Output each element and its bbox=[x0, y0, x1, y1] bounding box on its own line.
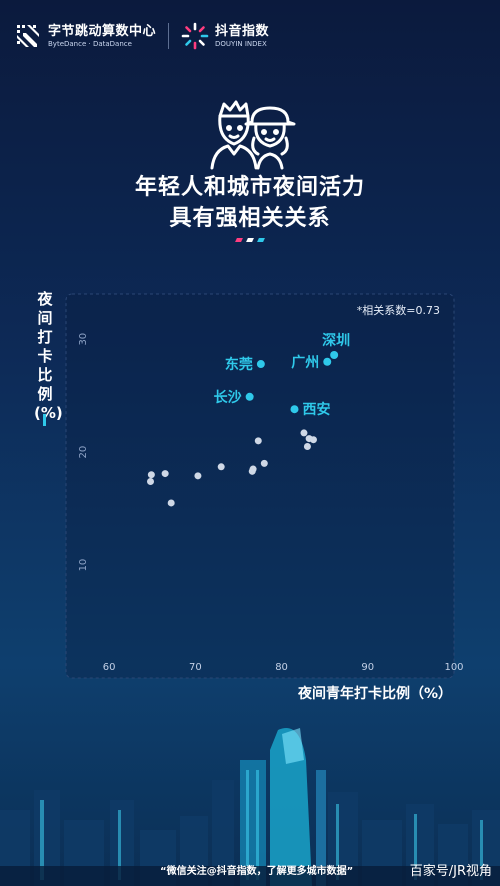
x-tick-label: 70 bbox=[189, 662, 202, 673]
city-label: 深圳 bbox=[322, 332, 350, 349]
city-point bbox=[194, 472, 202, 480]
labeled-city-point bbox=[290, 405, 299, 414]
douyin-index-subtitle: DOUYIN INDEX bbox=[215, 39, 267, 48]
bytedance-subtitle: ByteDance · DataDance bbox=[48, 39, 132, 48]
labeled-city-point bbox=[330, 350, 339, 359]
city-label: 广州 bbox=[291, 354, 319, 371]
city-point bbox=[146, 477, 154, 485]
headline: 年轻人和城市夜间活力 具有强相关关系 bbox=[0, 172, 500, 234]
city-label: 西安 bbox=[302, 401, 330, 418]
city-point bbox=[300, 429, 308, 437]
city-label: 东莞 bbox=[225, 356, 253, 373]
x-axis-label: 夜间青年打卡比例（%） bbox=[298, 686, 453, 702]
footer-note: “微信关注@抖音指数，了解更多城市数据” bbox=[160, 866, 354, 877]
labeled-city-point bbox=[256, 360, 265, 369]
city-point bbox=[260, 459, 268, 467]
plot-area bbox=[65, 293, 455, 679]
bytedance-name: 字节跳动算数中心 bbox=[48, 23, 157, 39]
header: 字节跳动算数中心 ByteDance · DataDance 抖音指数 DOUY… bbox=[14, 22, 269, 50]
city-point bbox=[167, 499, 175, 507]
labeled-city-point bbox=[323, 357, 332, 366]
headline-line-2: 具有强相关关系 bbox=[169, 206, 331, 231]
city-point bbox=[309, 436, 317, 444]
douyin-index-name: 抖音指数 bbox=[215, 23, 270, 39]
header-divider bbox=[168, 23, 170, 49]
headline-line-1: 年轻人和城市夜间活力 bbox=[134, 175, 365, 200]
young-people-icon bbox=[210, 100, 296, 170]
city-point bbox=[147, 471, 155, 479]
labeled-city-point bbox=[245, 392, 254, 401]
x-tick-label: 80 bbox=[275, 662, 288, 673]
watermark: 百家号/JR视角 bbox=[409, 864, 492, 879]
y-tick-label: 20 bbox=[78, 446, 89, 459]
x-tick-label: 90 bbox=[361, 662, 374, 673]
correlation-annotation: *相关系数=0.73 bbox=[357, 303, 440, 317]
city-point bbox=[161, 470, 169, 478]
city-point bbox=[217, 463, 225, 471]
y-axis-label: 夜间打卡比例(%) bbox=[34, 290, 63, 422]
city-point bbox=[303, 442, 311, 450]
douyin-index-logo-icon bbox=[181, 22, 209, 50]
city-point bbox=[249, 465, 257, 473]
y-tick-label: 10 bbox=[78, 559, 89, 572]
y-tick-label: 30 bbox=[78, 333, 89, 346]
bytedance-logo-icon bbox=[17, 25, 39, 47]
city-point bbox=[254, 437, 262, 445]
x-tick-label: 100 bbox=[444, 662, 463, 673]
city-label: 长沙 bbox=[214, 389, 242, 406]
city-skyline bbox=[0, 728, 500, 886]
x-tick-label: 60 bbox=[103, 662, 116, 673]
y-axis-accent-mark bbox=[43, 414, 46, 426]
